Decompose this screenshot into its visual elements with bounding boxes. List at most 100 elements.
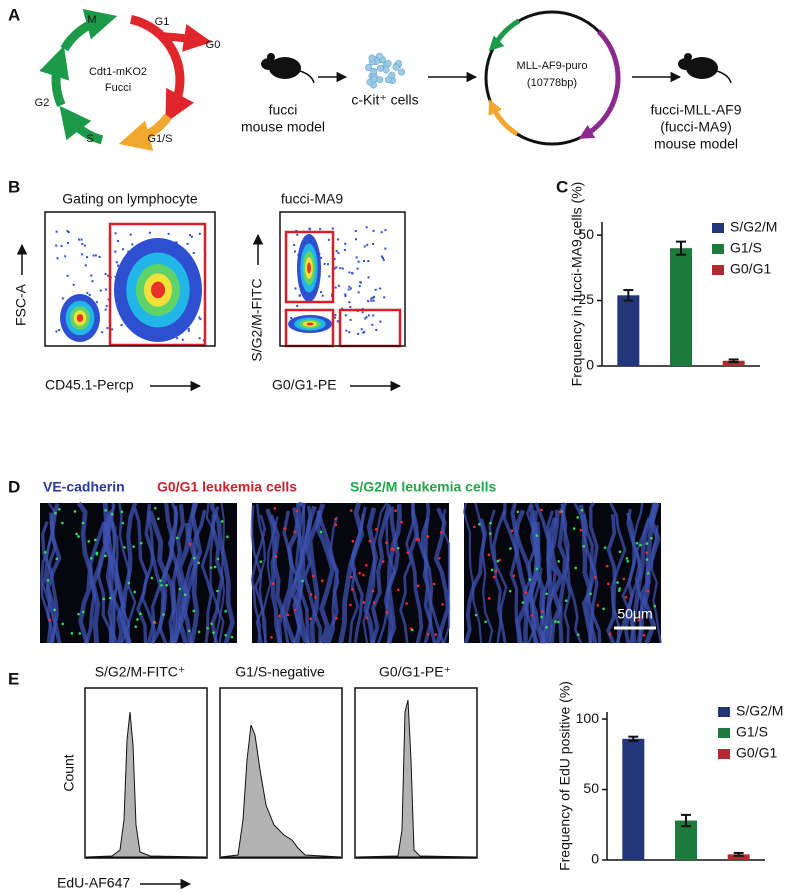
cell [638, 616, 641, 619]
vessel [167, 505, 179, 644]
plasmid-element [578, 29, 621, 139]
event [382, 258, 385, 261]
event [107, 298, 110, 301]
cell [441, 603, 444, 606]
event [351, 272, 354, 275]
cell [224, 633, 228, 637]
cell [362, 573, 365, 577]
event [92, 254, 95, 257]
legend-label: G0/G1 [736, 745, 777, 761]
vessel [210, 514, 224, 644]
cell [554, 620, 557, 623]
cell [415, 538, 418, 541]
cell [334, 523, 338, 527]
cell [434, 633, 438, 636]
cell [545, 625, 548, 629]
cell [540, 615, 543, 619]
cell [574, 566, 578, 570]
vessel [462, 502, 483, 644]
cell [637, 618, 641, 622]
event [111, 328, 114, 331]
mouse-icon [299, 70, 315, 84]
cell [61, 622, 64, 626]
vessel [84, 521, 106, 644]
event [56, 257, 59, 260]
vessel [559, 507, 583, 644]
event [354, 230, 357, 233]
cell [541, 610, 544, 613]
axis-label: EdU-AF647 [57, 875, 130, 891]
event [372, 314, 375, 317]
event [66, 230, 69, 233]
cell [365, 564, 368, 567]
step-label: (fucci-MA9) [660, 119, 732, 135]
cell [46, 579, 50, 582]
vessel [539, 510, 557, 644]
cell [473, 525, 476, 529]
event [373, 295, 376, 298]
cell [605, 564, 609, 568]
event [379, 287, 382, 290]
vessel [362, 502, 388, 644]
axis-label: FSC-A [13, 283, 29, 326]
cell-icon [398, 68, 406, 76]
cell [365, 616, 369, 620]
cell [642, 633, 646, 637]
histogram-title: G0/G1-PE⁺ [379, 664, 451, 680]
cell [43, 550, 47, 554]
vessel [265, 508, 296, 644]
event [337, 284, 340, 287]
histogram-frame [84, 687, 208, 859]
event [122, 248, 125, 251]
axis-label: G0/G1-PE [272, 377, 337, 393]
vessel [200, 506, 220, 644]
plot-title: Gating on lymphocyte [62, 191, 198, 207]
cell [93, 538, 97, 542]
cell [104, 554, 107, 558]
cell [409, 627, 413, 631]
event [129, 233, 132, 236]
event [99, 289, 102, 292]
phase-label: G1/S [147, 133, 172, 145]
event [148, 231, 151, 234]
histogram-title: G1/S-negative [235, 664, 325, 680]
event [114, 232, 117, 235]
cell [210, 622, 213, 626]
vessel [118, 502, 137, 644]
vessel [315, 510, 336, 644]
plasmid-element [488, 35, 505, 52]
cell-icon [388, 71, 396, 79]
cell [108, 596, 112, 600]
cell [572, 527, 576, 530]
event [94, 254, 97, 257]
y-tick-label: 0 [586, 357, 594, 373]
event [320, 256, 323, 259]
event [357, 332, 360, 335]
cell [432, 582, 436, 586]
cell [596, 604, 600, 607]
vessel [173, 509, 207, 644]
cell [576, 516, 579, 519]
scale-bar-label: 50μm [617, 606, 652, 622]
cell [283, 527, 287, 531]
bar [622, 738, 645, 860]
event [357, 260, 360, 263]
cell [136, 618, 139, 621]
panel-label: D [8, 477, 20, 496]
cell [81, 521, 85, 525]
cell [95, 551, 99, 555]
event [339, 267, 342, 270]
event [327, 238, 330, 241]
legend-swatch [712, 265, 724, 275]
cycle-center: Cdt1-mKO2 [89, 66, 147, 78]
cell-icon [375, 52, 383, 60]
cell [178, 587, 182, 591]
event [131, 243, 134, 246]
vessel [408, 502, 424, 644]
event [294, 287, 297, 290]
cell [650, 536, 653, 540]
event [370, 299, 373, 302]
event [341, 267, 344, 270]
cell [70, 632, 74, 635]
vessel [474, 502, 494, 644]
